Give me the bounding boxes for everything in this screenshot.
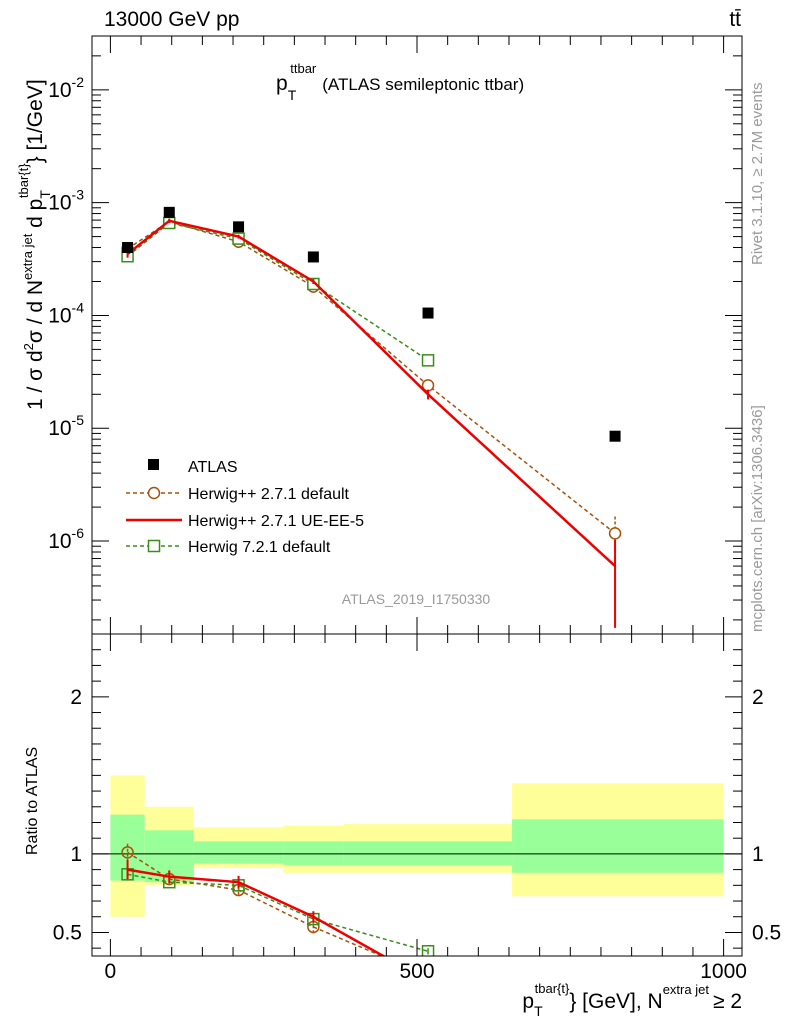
header-process-label: tt̄	[729, 8, 741, 31]
ratio-axis-ticks	[92, 633, 742, 956]
ratio-band-green	[283, 841, 344, 865]
legend-label-h721-default: Herwig 7.2.1 default	[188, 539, 331, 556]
ratio-uncertainty-bands	[92, 775, 742, 917]
analysis-tag: ATLAS_2019_I1750330	[342, 591, 491, 607]
data-point-atlas	[609, 430, 621, 442]
series-line-h271_ueee5	[126, 219, 616, 568]
ratio-line-h271_default	[127, 851, 384, 956]
legend-label-atlas: ATLAS	[188, 459, 238, 476]
ratio-series-layer	[121, 842, 435, 956]
data-point-atlas	[122, 242, 134, 254]
ratio-y-tick-label-left: 0.5	[53, 921, 82, 944]
ratio-plot-frame	[91, 633, 743, 957]
data-point-h721_default	[421, 354, 435, 367]
ratio-y-tick-label-right: 2	[752, 686, 764, 709]
main-y-tick-label: 10-3	[48, 187, 84, 215]
data-point-atlas	[307, 251, 319, 263]
main-y-tick-label: 10-5	[48, 412, 84, 440]
ratio-y-tick-label-left: 1	[70, 843, 82, 866]
legend-label-h271-default: Herwig++ 2.7.1 default	[188, 486, 350, 503]
data-point-atlas	[422, 307, 434, 319]
ratio-band-green	[343, 841, 513, 865]
main-y-tick-label: 10-2	[48, 74, 84, 102]
main-series-layer	[121, 206, 622, 628]
x-tick-label: 500	[399, 960, 434, 983]
series-line-h271_default	[127, 220, 616, 534]
ratio-panel: 0.5 0.5 1 1 2 2 0 500 1000 Ratio to ATLAS pTtbar…	[24, 633, 781, 1019]
ratio-y-tick-label-left: 2	[70, 686, 82, 709]
legend-marker-h721-default	[147, 539, 161, 553]
legend-marker-atlas	[148, 459, 159, 470]
main-panel: 10-2 10-3 10-4 10-5 10-6 pTttbar(ATLAS semil…	[16, 35, 743, 635]
ratio-y-tick-label-right: 1	[752, 843, 764, 866]
plot-title: pTttbar(ATLAS semileptonic ttbar)	[276, 61, 524, 103]
data-point-h271_default	[608, 527, 622, 540]
data-point-atlas	[233, 221, 245, 233]
mcplots-credit-label: mcplots.cern.ch [arXiv:1306.3436]	[749, 405, 766, 632]
ratio-band-green	[193, 841, 284, 864]
main-axis-ticks	[92, 35, 742, 634]
ratio-point-h721_default	[421, 945, 435, 956]
x-axis-label: pTtbar{t}} [GeV], Nextra jet≥ 2	[522, 981, 742, 1019]
x-tick-label: 1000	[700, 960, 747, 983]
data-point-atlas	[163, 206, 175, 218]
series-line-h721_default	[127, 222, 429, 361]
ratio-band-green	[512, 819, 724, 873]
main-y-axis-label: 1 / σ d2σ / d Nextra jet d pTtbar{t}} [1…	[16, 79, 53, 410]
rivet-version-label: Rivet 3.1.10, ≥ 2.7M events	[749, 83, 766, 266]
ratio-line-h271_ueee5	[127, 868, 386, 956]
legend: ATLAS Herwig++ 2.7.1 default Herwig++ 2.…	[126, 459, 364, 556]
ratio-line-h721_default	[127, 873, 429, 953]
legend-label-h271-ueee5: Herwig++ 2.7.1 UE-EE-5	[188, 513, 364, 530]
ratio-point-h271_default	[121, 846, 134, 859]
legend-marker-h271-default	[147, 486, 161, 500]
main-y-tick-labels: 10-2 10-3 10-4 10-5 10-6	[48, 74, 84, 553]
main-y-tick-label: 10-4	[48, 299, 84, 327]
ratio-y-tick-label-right: 0.5	[752, 921, 781, 944]
ratio-tick-labels: 0.5 0.5 1 1 2 2 0 500 1000	[53, 686, 781, 983]
x-tick-label: 0	[105, 960, 117, 983]
ratio-y-axis-label: Ratio to ATLAS	[24, 747, 41, 855]
header-energy-label: 13000 GeV pp	[104, 8, 239, 31]
main-y-tick-label: 10-6	[48, 525, 84, 553]
